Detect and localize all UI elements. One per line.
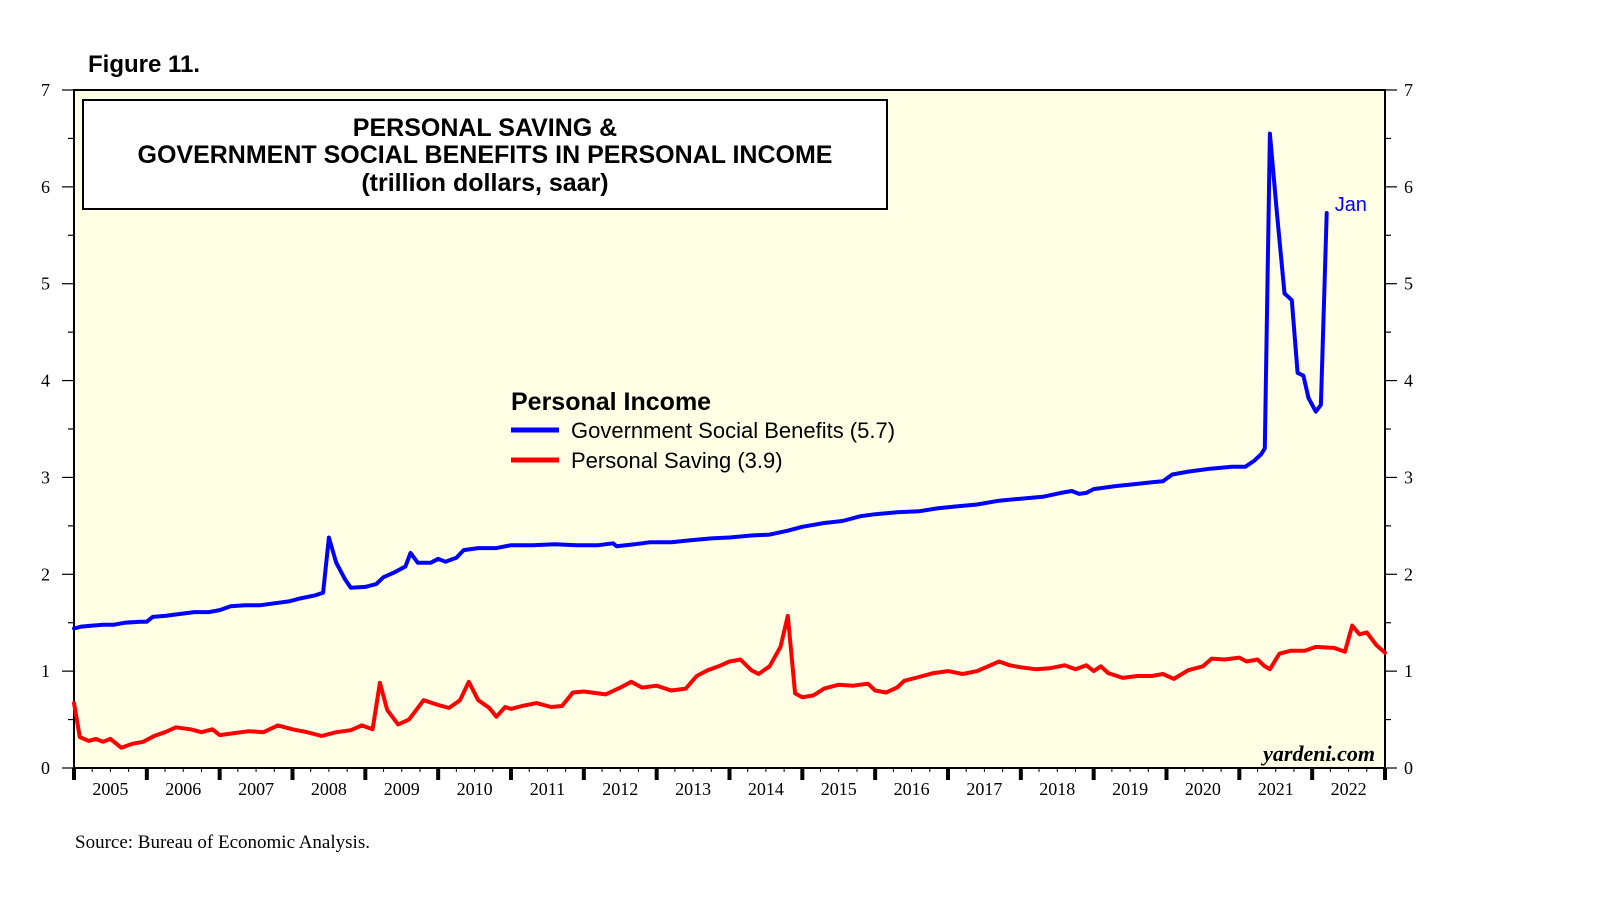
x-tick-label: 2019 [1112, 779, 1148, 799]
x-tick [654, 768, 659, 780]
y-tick-label-left: 7 [41, 80, 50, 100]
x-tick-label: 2012 [602, 779, 638, 799]
end-annotation: Jan [1335, 194, 1367, 216]
x-tick-label: 2017 [966, 779, 1002, 799]
y-tick-label-left: 4 [41, 371, 50, 391]
x-tick [509, 768, 513, 780]
x-tick [1091, 768, 1096, 780]
x-tick-label: 2022 [1331, 779, 1367, 799]
x-tick-label: 2011 [530, 779, 565, 799]
x-tick-label: 2014 [748, 779, 784, 799]
x-axis: 2005 2006 2007 2008 2009 2010 2011 2012 2013 2014… [72, 768, 1387, 799]
chart-subtitle: (trillion dollars, saar) [361, 169, 608, 197]
x-tick-label: 2015 [821, 779, 857, 799]
source-note: Source: Bureau of Economic Analysis. [75, 832, 370, 853]
x-tick [144, 768, 149, 780]
x-tick [436, 768, 441, 780]
y-tick-label-right: 2 [1404, 564, 1413, 584]
x-tick [363, 768, 368, 780]
legend-title: Personal Income [511, 388, 711, 416]
x-tick-label: 2006 [165, 779, 201, 799]
y-tick-label-left: 0 [41, 758, 50, 778]
x-tick [946, 768, 950, 780]
x-tick-label: 2009 [384, 779, 420, 799]
y-axis-right: 0 1 2 3 4 5 6 7 [1385, 80, 1413, 778]
x-tick [1310, 768, 1315, 780]
x-tick [1164, 768, 1169, 780]
watermark: yardeni.com [1260, 741, 1375, 766]
series-line-saving [72, 613, 1387, 750]
x-tick-label: 2008 [311, 779, 347, 799]
chart-title: PERSONAL SAVING & [353, 114, 617, 142]
y-tick-label-left: 3 [41, 467, 50, 487]
x-tick-label: 2005 [92, 779, 128, 799]
y-tick-label-right: 6 [1404, 177, 1413, 197]
y-axis-left: 0 1 2 3 4 5 6 7 [41, 80, 74, 778]
title-box: PERSONAL SAVING & GOVERNMENT SOCIAL BENE… [82, 99, 888, 210]
y-tick-label-right: 4 [1404, 371, 1413, 391]
x-tick [727, 768, 732, 780]
x-tick [290, 768, 295, 780]
x-tick-label: 2020 [1185, 779, 1221, 799]
figure-label: Figure 11. [88, 51, 200, 78]
legend: Personal Income Government Social Benefi… [511, 388, 895, 473]
y-tick-label-left: 2 [41, 564, 50, 584]
x-tick-label: 2021 [1258, 779, 1294, 799]
series-line-government [72, 131, 1329, 631]
chart-title-line2: GOVERNMENT SOCIAL BENEFITS IN PERSONAL I… [138, 141, 833, 169]
y-tick-label-right: 0 [1404, 758, 1413, 778]
legend-label-saving: Personal Saving (3.9) [571, 448, 783, 473]
legend-label-government: Government Social Benefits (5.7) [571, 418, 895, 443]
x-tick [1383, 768, 1387, 780]
y-tick-label-right: 5 [1404, 274, 1413, 294]
x-tick [800, 768, 805, 780]
x-tick [873, 768, 878, 780]
x-tick-label: 2010 [457, 779, 493, 799]
x-tick [217, 768, 222, 780]
x-tick-label: 2013 [675, 779, 711, 799]
x-tick-label: 2018 [1039, 779, 1075, 799]
y-tick-label-right: 3 [1404, 467, 1413, 487]
y-tick-label-left: 6 [41, 177, 50, 197]
x-tick-label: 2016 [894, 779, 930, 799]
x-tick-label: 2007 [238, 779, 274, 799]
y-tick-label-right: 1 [1404, 661, 1413, 681]
series-layer [72, 131, 1387, 750]
y-tick-label-left: 1 [41, 661, 50, 681]
x-tick [1237, 768, 1242, 780]
y-tick-label-right: 7 [1404, 80, 1413, 100]
x-tick [581, 768, 586, 780]
x-tick [1018, 768, 1023, 780]
x-tick [72, 768, 76, 780]
y-tick-label-left: 5 [41, 274, 50, 294]
